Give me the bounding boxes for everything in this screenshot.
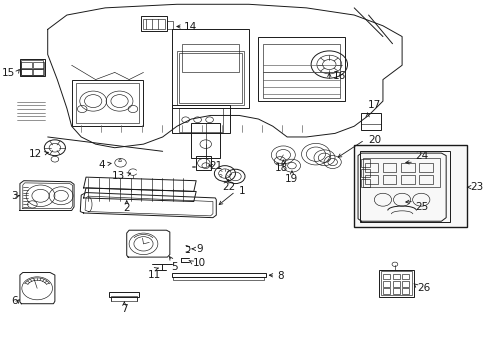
Bar bbox=[179, 108, 222, 132]
Bar bbox=[173, 277, 264, 280]
Bar bbox=[382, 163, 396, 172]
Bar bbox=[21, 62, 32, 68]
Bar bbox=[378, 270, 413, 297]
Text: 21: 21 bbox=[209, 161, 223, 171]
Bar bbox=[21, 69, 32, 75]
Bar bbox=[109, 292, 139, 297]
Bar bbox=[172, 30, 248, 108]
Text: 13: 13 bbox=[112, 171, 125, 181]
Bar bbox=[141, 16, 167, 31]
Bar bbox=[364, 163, 377, 172]
Bar bbox=[353, 145, 466, 226]
Text: 4: 4 bbox=[99, 160, 105, 170]
Text: 15: 15 bbox=[2, 68, 15, 78]
Bar bbox=[359, 151, 449, 222]
Text: 11: 11 bbox=[147, 270, 161, 280]
Text: 23: 23 bbox=[469, 182, 482, 192]
Text: 22: 22 bbox=[222, 182, 235, 192]
Bar bbox=[179, 53, 241, 103]
Bar bbox=[361, 179, 369, 187]
Bar bbox=[392, 274, 399, 279]
Bar bbox=[380, 271, 411, 295]
Text: 6: 6 bbox=[11, 296, 18, 306]
Bar bbox=[182, 44, 239, 72]
Bar bbox=[419, 163, 432, 172]
Bar bbox=[21, 60, 43, 75]
Text: 10: 10 bbox=[192, 258, 205, 268]
Bar bbox=[33, 69, 44, 75]
Bar bbox=[364, 175, 377, 184]
Bar bbox=[177, 51, 244, 105]
Circle shape bbox=[51, 156, 59, 162]
Text: 14: 14 bbox=[184, 22, 197, 32]
Bar bbox=[382, 175, 396, 184]
Text: 16: 16 bbox=[332, 71, 345, 81]
Bar bbox=[361, 159, 369, 167]
Bar bbox=[392, 281, 399, 287]
Bar bbox=[362, 158, 440, 187]
Text: 2: 2 bbox=[123, 203, 130, 213]
Bar bbox=[167, 22, 173, 29]
Bar bbox=[263, 44, 339, 98]
Bar bbox=[361, 169, 369, 177]
Bar bbox=[172, 105, 229, 134]
Bar bbox=[361, 113, 380, 130]
Bar bbox=[419, 175, 432, 184]
Bar bbox=[196, 156, 211, 170]
Bar bbox=[401, 288, 408, 294]
Bar bbox=[401, 274, 408, 279]
Bar bbox=[172, 273, 265, 277]
Bar bbox=[33, 62, 44, 68]
Text: 3: 3 bbox=[11, 191, 18, 201]
Text: 19: 19 bbox=[284, 174, 297, 184]
Text: 8: 8 bbox=[277, 271, 284, 281]
Text: 20: 20 bbox=[368, 135, 381, 145]
Bar bbox=[400, 175, 414, 184]
Text: 7: 7 bbox=[121, 304, 127, 314]
Text: 26: 26 bbox=[417, 283, 430, 293]
Text: 24: 24 bbox=[415, 151, 428, 161]
Bar bbox=[400, 163, 414, 172]
Bar bbox=[111, 296, 137, 301]
Bar bbox=[72, 80, 143, 126]
Bar bbox=[191, 123, 220, 158]
Bar bbox=[392, 288, 399, 294]
Text: 17: 17 bbox=[367, 100, 380, 110]
Text: 18: 18 bbox=[274, 163, 287, 173]
Text: 25: 25 bbox=[415, 202, 428, 212]
Bar bbox=[382, 274, 389, 279]
Bar bbox=[382, 281, 389, 287]
Text: 1: 1 bbox=[239, 186, 245, 196]
Bar bbox=[76, 83, 139, 123]
Bar bbox=[143, 19, 165, 30]
Bar bbox=[258, 37, 344, 101]
Text: 12: 12 bbox=[29, 149, 42, 159]
Bar bbox=[401, 281, 408, 287]
Text: 5: 5 bbox=[171, 262, 178, 273]
Text: 9: 9 bbox=[196, 244, 203, 254]
Bar bbox=[382, 288, 389, 294]
Bar bbox=[20, 59, 45, 76]
